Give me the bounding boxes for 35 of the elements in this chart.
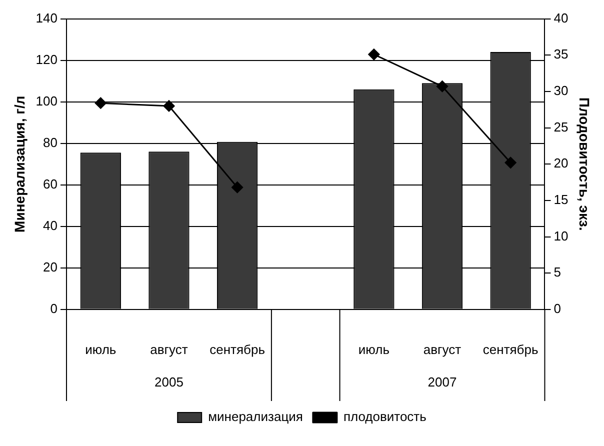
y2-tick-label: 15 — [554, 192, 568, 208]
legend-label: минерализация — [208, 409, 303, 424]
point — [436, 80, 448, 92]
y2-tick-label: 35 — [554, 46, 568, 62]
y2-tick-label: 10 — [554, 228, 568, 244]
x-tick-label: июль — [85, 342, 116, 357]
y2-axis-title: Плодовитость, экз. — [576, 97, 593, 231]
y-tick-label: 120 — [36, 52, 58, 67]
y-tick-label: 0 — [50, 300, 58, 316]
text: 2005 — [154, 374, 184, 390]
y-tick-label: 80 — [43, 134, 58, 150]
x-tick-label: сентябрь — [210, 342, 266, 357]
x-tick-label: сентябрь — [482, 342, 538, 357]
y2-tick-label: 40 — [554, 10, 568, 26]
y2-tick-label: 5 — [554, 264, 561, 280]
y-axis-title: Минерализация, г/л — [11, 96, 28, 232]
point — [504, 156, 516, 168]
y2-tick-label: 20 — [554, 156, 568, 171]
legend-label: плодовитость — [343, 409, 427, 424]
x-tick-label: июль — [358, 342, 390, 357]
y2-tick-label: 0 — [554, 300, 561, 316]
y2-tick-label: 25 — [554, 119, 568, 134]
x-tick-label: август — [150, 342, 188, 357]
y-tick-label: 20 — [43, 259, 58, 274]
point — [163, 100, 175, 112]
y-tick-label: 140 — [36, 10, 58, 26]
point — [368, 48, 380, 60]
x-tick-label: август — [423, 342, 462, 357]
text: 2007 — [428, 374, 457, 390]
y2-tick-label: 30 — [554, 83, 568, 98]
y-tick-label: 100 — [36, 93, 58, 108]
point — [94, 97, 106, 109]
y-tick-label: 40 — [43, 218, 58, 233]
y-tick-label: 60 — [43, 176, 58, 192]
point — [232, 182, 244, 194]
